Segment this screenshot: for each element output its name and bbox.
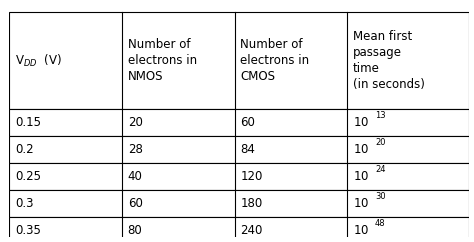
Text: 24: 24 xyxy=(375,165,385,174)
Text: 13: 13 xyxy=(375,111,386,120)
Bar xyxy=(9,109,469,136)
Bar xyxy=(9,12,469,109)
Bar xyxy=(9,163,469,190)
Text: Number of
electrons in
CMOS: Number of electrons in CMOS xyxy=(240,38,310,83)
Text: 0.3: 0.3 xyxy=(15,197,34,210)
Text: 84: 84 xyxy=(240,143,255,156)
Text: 180: 180 xyxy=(240,197,263,210)
Text: 0.2: 0.2 xyxy=(15,143,34,156)
Text: 40: 40 xyxy=(128,170,143,183)
Text: Mean first
passage
time
(in seconds): Mean first passage time (in seconds) xyxy=(353,30,425,91)
Text: $10$: $10$ xyxy=(353,197,369,210)
Text: 60: 60 xyxy=(240,116,255,129)
Text: V$_{DD}$  (V): V$_{DD}$ (V) xyxy=(15,53,62,69)
Text: 48: 48 xyxy=(375,219,386,228)
Text: $10$: $10$ xyxy=(353,143,369,156)
Text: 60: 60 xyxy=(128,197,143,210)
Bar xyxy=(9,190,469,217)
Text: 0.25: 0.25 xyxy=(15,170,41,183)
Text: 240: 240 xyxy=(240,224,263,237)
Text: 0.35: 0.35 xyxy=(15,224,41,237)
Text: Number of
electrons in
NMOS: Number of electrons in NMOS xyxy=(128,38,197,83)
Text: $10$: $10$ xyxy=(353,224,369,237)
Text: 80: 80 xyxy=(128,224,142,237)
Text: $10$: $10$ xyxy=(353,116,369,129)
Text: 20: 20 xyxy=(375,138,385,147)
Text: 28: 28 xyxy=(128,143,143,156)
Text: $10$: $10$ xyxy=(353,170,369,183)
Text: 20: 20 xyxy=(128,116,143,129)
Text: 0.15: 0.15 xyxy=(15,116,41,129)
Text: 30: 30 xyxy=(375,192,386,201)
Bar xyxy=(9,136,469,163)
Bar xyxy=(9,217,469,242)
Text: 120: 120 xyxy=(240,170,263,183)
